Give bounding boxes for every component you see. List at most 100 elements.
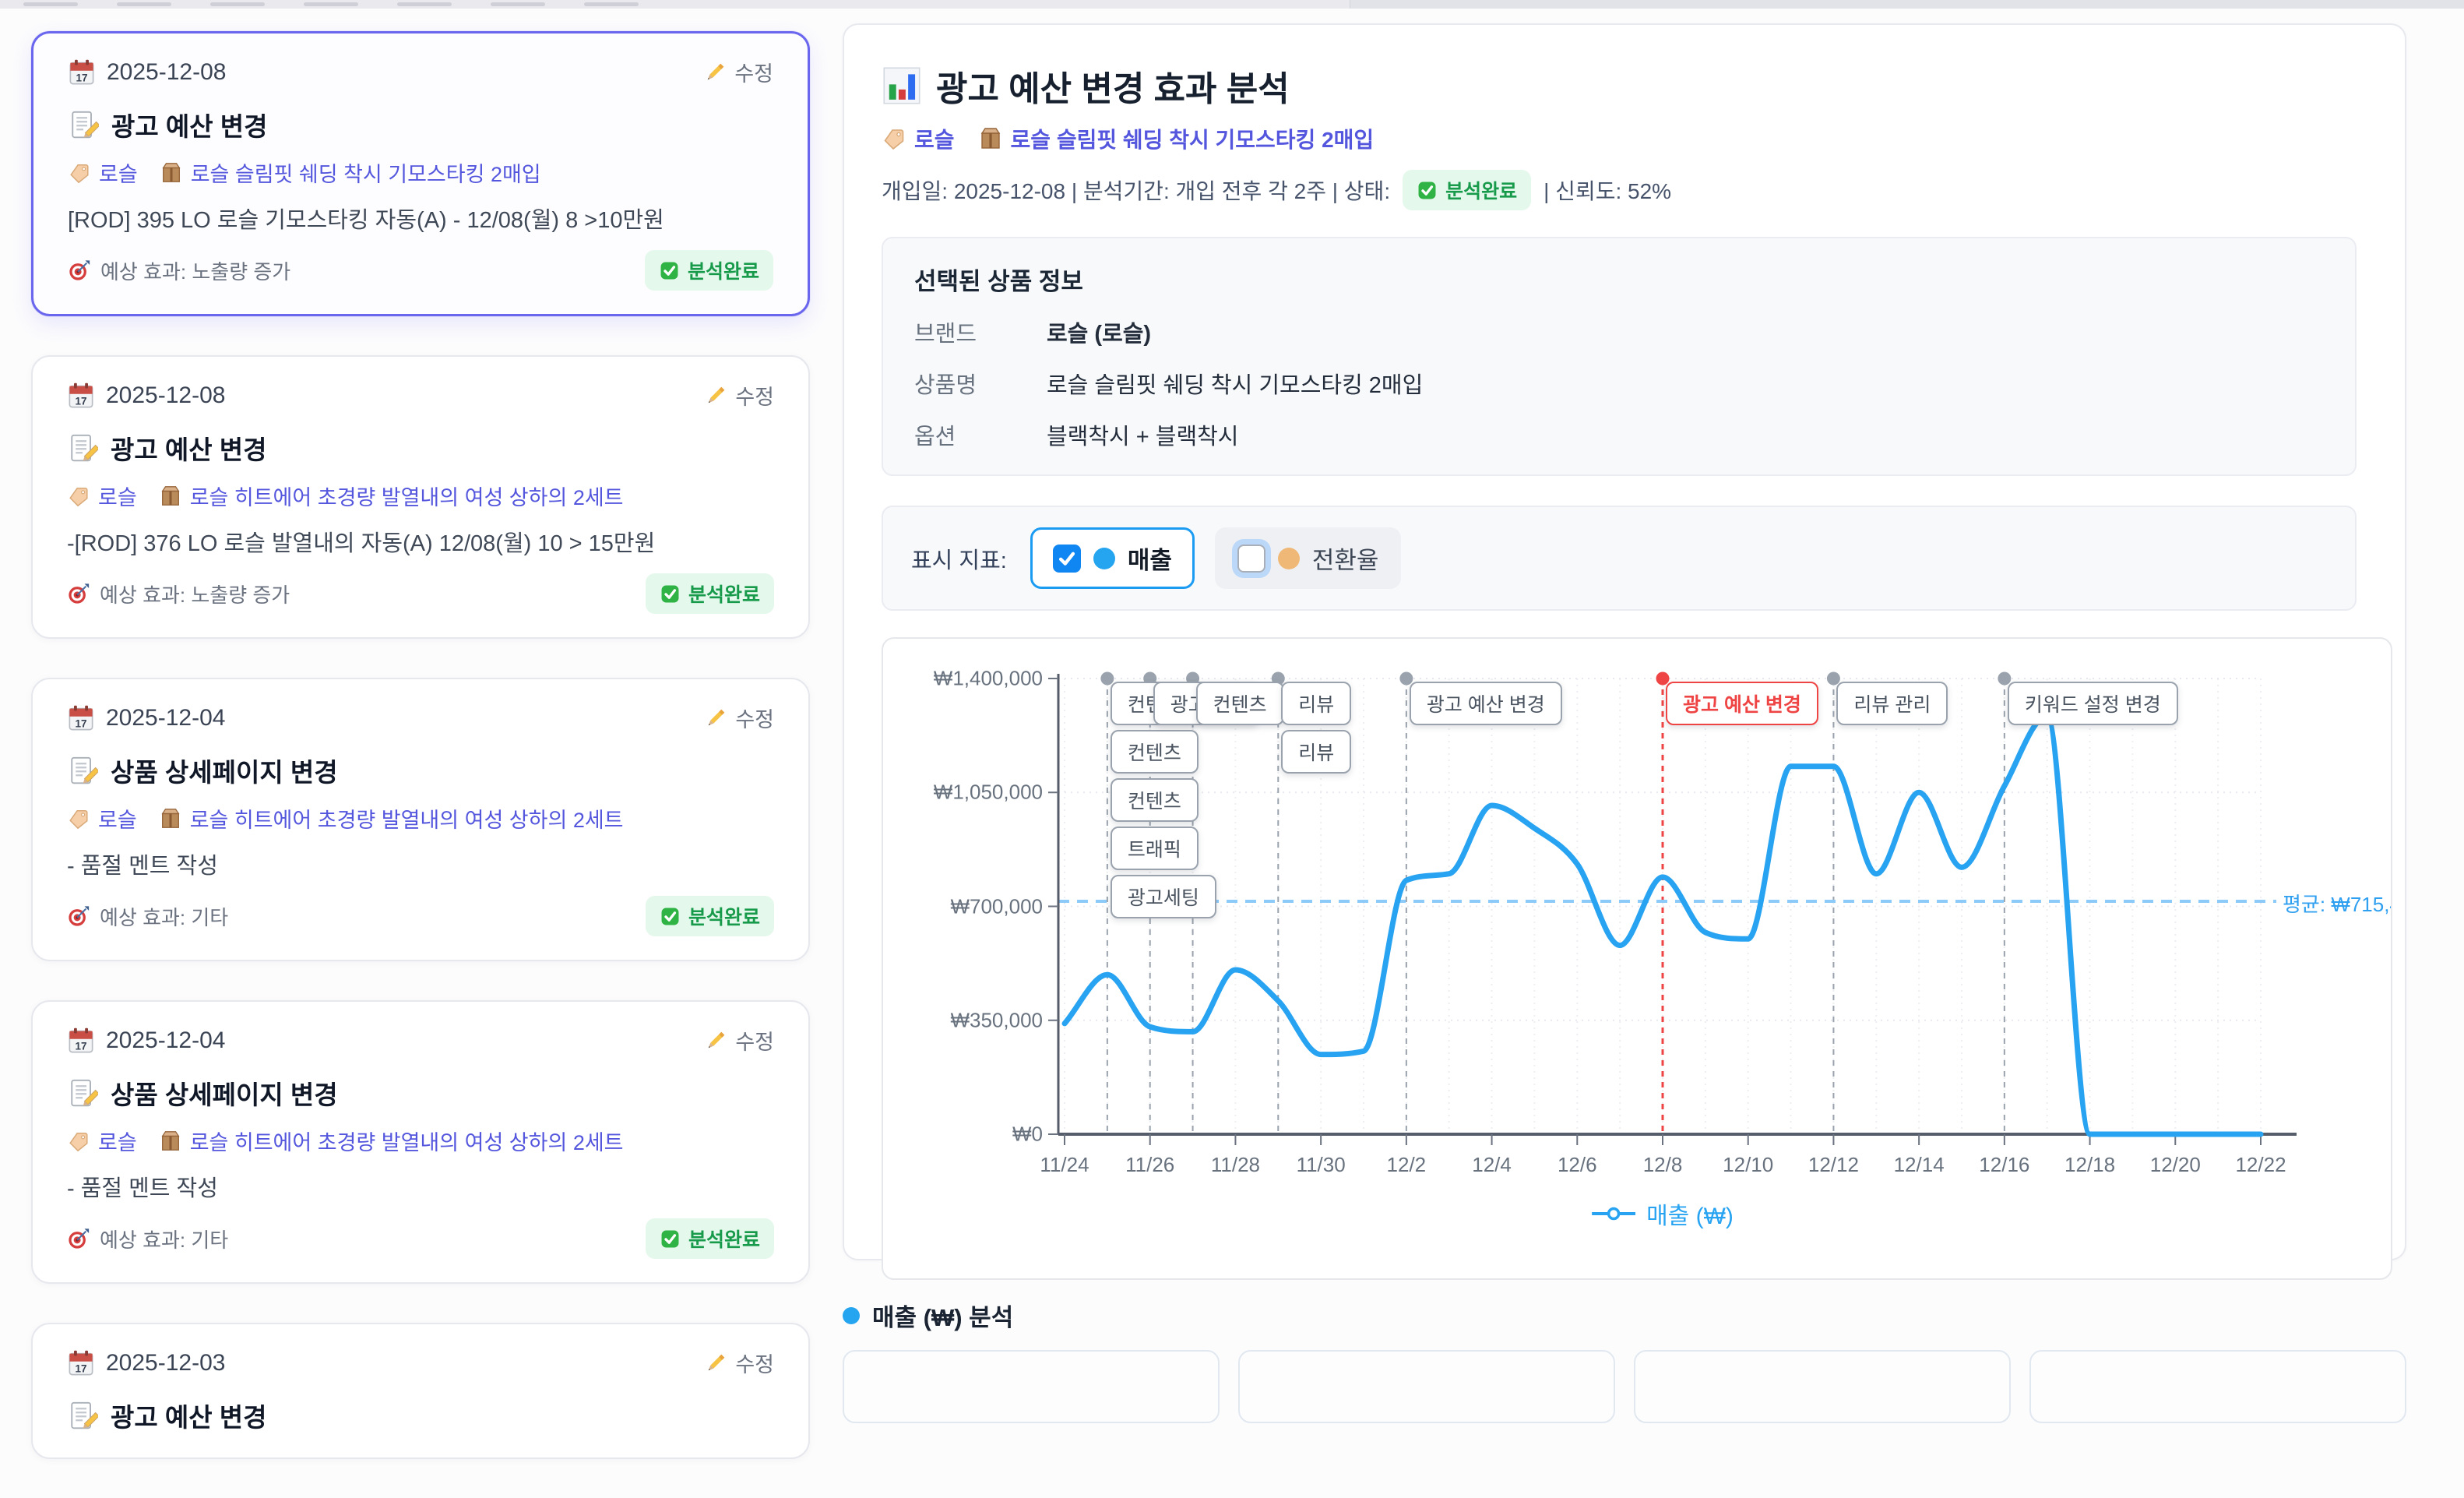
memo-icon [67, 1400, 98, 1431]
card-title-row: 상품 상세페이지 변경 [67, 1074, 774, 1112]
x-axis-label: 12/20 [2149, 1153, 2201, 1176]
card-footer-row: 예상 효과: 기타 분석완료 [67, 1218, 774, 1259]
tab-hint [210, 2, 265, 6]
calendar-icon [68, 58, 96, 86]
event-annotation[interactable]: 리뷰 관리 [1836, 682, 1948, 725]
event-annotation[interactable]: 리뷰 [1281, 682, 1352, 725]
edit-button-label: 수정 [735, 708, 774, 731]
card-title-row: 상품 상세페이지 변경 [67, 752, 774, 789]
x-axis-label: 11/30 [1296, 1153, 1346, 1176]
revenue-chart [1048, 671, 2297, 1145]
product-tag-label: 로슬 슬림핏 쉐딩 착시 기모스타킹 2매입 [1010, 128, 1375, 152]
status-badge: 분석완료 [645, 1218, 774, 1259]
status-badge: 분석완료 [645, 573, 774, 614]
product-tag[interactable]: 로슬 히트에어 초경량 발열내의 여성 상하의 2세트 [159, 481, 624, 511]
analysis-stat-card [1238, 1350, 1615, 1423]
event-marker [1998, 671, 2012, 686]
status-badge-label: 분석완료 [1445, 181, 1518, 203]
product-tag[interactable]: 로슬 슬림핏 쉐딩 착시 기모스타킹 2매입 [978, 123, 1375, 154]
card-date: 2025-12-08 [67, 382, 225, 410]
revenue-metric-checkbox[interactable] [1052, 544, 1081, 573]
package-icon [159, 807, 182, 830]
product-tag[interactable]: 로슬 히트에어 초경량 발열내의 여성 상하의 2세트 [159, 1126, 624, 1156]
expected-effect-label: 예상 효과: 노출량 증가 [100, 583, 290, 607]
card-title: 광고 예산 변경 [111, 112, 268, 141]
expected-effect: 예상 효과: 노출량 증가 [67, 580, 290, 608]
event-annotation[interactable]: 광고 예산 변경 [1666, 682, 1818, 725]
tab-hint [117, 2, 171, 6]
metrics-label: 표시 지표: [911, 548, 1007, 573]
product-tag-label: 로슬 히트에어 초경량 발열내의 여성 상하의 2세트 [189, 1131, 624, 1154]
x-axis-label: 11/24 [1040, 1153, 1089, 1176]
x-axis-label: 11/26 [1125, 1153, 1175, 1176]
product-name-value: 로슬 슬림핏 쉐딩 착시 기모스타킹 2매입 [1047, 373, 1424, 398]
timeline-card[interactable]: 2025-12-08 수정 광고 예산 변경 로슬 로슬 슬림핏 쉐딩 착시 기모스타킹… [31, 31, 810, 316]
edit-button-label: 수정 [735, 1353, 774, 1376]
event-annotation[interactable]: 광고세팅 [1110, 875, 1216, 918]
event-annotation[interactable]: 트래픽 [1110, 827, 1199, 870]
edit-button[interactable]: 수정 [704, 1348, 774, 1378]
card-date-label: 2025-12-04 [106, 1027, 226, 1053]
calendar-icon [67, 1349, 95, 1377]
card-title: 광고 예산 변경 [111, 435, 267, 464]
event-annotation[interactable]: 키워드 설정 변경 [2007, 682, 2178, 725]
brand-tag[interactable]: 로슬 [67, 481, 137, 511]
card-title-row: 광고 예산 변경 [67, 429, 774, 467]
y-axis-label: ₩1,400,000 [933, 666, 1043, 690]
card-date-label: 2025-12-08 [106, 382, 226, 408]
y-axis-label: ₩350,000 [950, 1008, 1043, 1032]
brand-tag[interactable]: 로슬 [67, 803, 137, 834]
pencil-icon [704, 707, 727, 730]
tag-icon [67, 807, 90, 830]
chart-legend-item[interactable]: 매출 (₩) [1592, 1197, 1734, 1231]
card-title: 광고 예산 변경 [111, 1403, 267, 1432]
conversion-metric-checkbox[interactable] [1237, 544, 1265, 573]
card-footer-row: 예상 효과: 노출량 증가 분석완료 [67, 573, 774, 614]
analysis-stat-cards-row [843, 1350, 2406, 1423]
card-header-row: 2025-12-04 수정 [67, 703, 774, 733]
revenue-dot-icon [843, 1306, 860, 1324]
analysis-tags-row: 로슬 로슬 슬림핏 쉐딩 착시 기모스타킹 2매입 [882, 123, 2386, 154]
brand-tag[interactable]: 로슬 [68, 157, 138, 188]
brand-tag-label: 로슬 [99, 163, 138, 186]
edit-button[interactable]: 수정 [704, 703, 774, 733]
bar-chart-icon [882, 65, 922, 106]
product-tag[interactable]: 로슬 히트에어 초경량 발열내의 여성 상하의 2세트 [159, 803, 624, 834]
x-axis-label: 11/28 [1210, 1153, 1260, 1176]
brand-tag[interactable]: 로슬 [67, 1126, 137, 1156]
card-title: 상품 상세페이지 변경 [111, 1080, 338, 1109]
card-header-row: 2025-12-03 수정 [67, 1348, 774, 1378]
revenue-analysis-heading: 매출 (₩) 분석 [872, 1304, 1014, 1331]
card-tags-row: 로슬 로슬 히트에어 초경량 발열내의 여성 상하의 2세트 [67, 803, 774, 834]
event-annotation[interactable]: 광고 예산 변경 [1409, 682, 1562, 725]
card-description: [ROD] 395 LO 로슬 기모스타킹 자동(A) - 12/08(월) 8… [68, 208, 664, 233]
page: { "timeline": { "cards": [ { "date": "20… [0, 0, 2464, 1459]
edit-button[interactable]: 수정 [704, 1025, 774, 1056]
product-info-row: 브랜드 로슬 (로슬) [914, 315, 2324, 348]
card-title: 상품 상세페이지 변경 [111, 758, 338, 787]
metrics-toggle-bar: 표시 지표: 매출 전환율 [882, 506, 2357, 611]
card-title-row: 광고 예산 변경 [67, 1397, 774, 1434]
revenue-metric-toggle[interactable]: 매출 [1030, 527, 1195, 589]
card-header-row: 2025-12-08 수정 [67, 380, 774, 411]
brand-tag[interactable]: 로슬 [882, 123, 955, 154]
expected-effect: 예상 효과: 노출량 증가 [68, 256, 290, 285]
analysis-stat-card [843, 1350, 1220, 1423]
event-annotation[interactable]: 컨텐츠 [1110, 730, 1199, 774]
expected-effect-label: 예상 효과: 기타 [100, 1228, 229, 1252]
edit-button[interactable]: 수정 [703, 57, 773, 87]
edit-button[interactable]: 수정 [704, 380, 774, 411]
memo-icon [68, 109, 99, 140]
product-tag[interactable]: 로슬 슬림핏 쉐딩 착시 기모스타킹 2매입 [160, 157, 541, 188]
tag-icon [67, 485, 90, 508]
analysis-meta-left: 개입일: 2025-12-08 | 분석기간: 개입 전후 각 2주 | 상태: [882, 179, 1391, 203]
expected-effect: 예상 효과: 기타 [67, 1225, 228, 1253]
conversion-metric-toggle[interactable]: 전환율 [1214, 527, 1402, 589]
event-annotation[interactable]: 컨텐츠 [1195, 682, 1284, 725]
event-annotation[interactable]: 리뷰 [1281, 730, 1352, 774]
event-annotation[interactable]: 컨텐츠 [1110, 778, 1199, 822]
